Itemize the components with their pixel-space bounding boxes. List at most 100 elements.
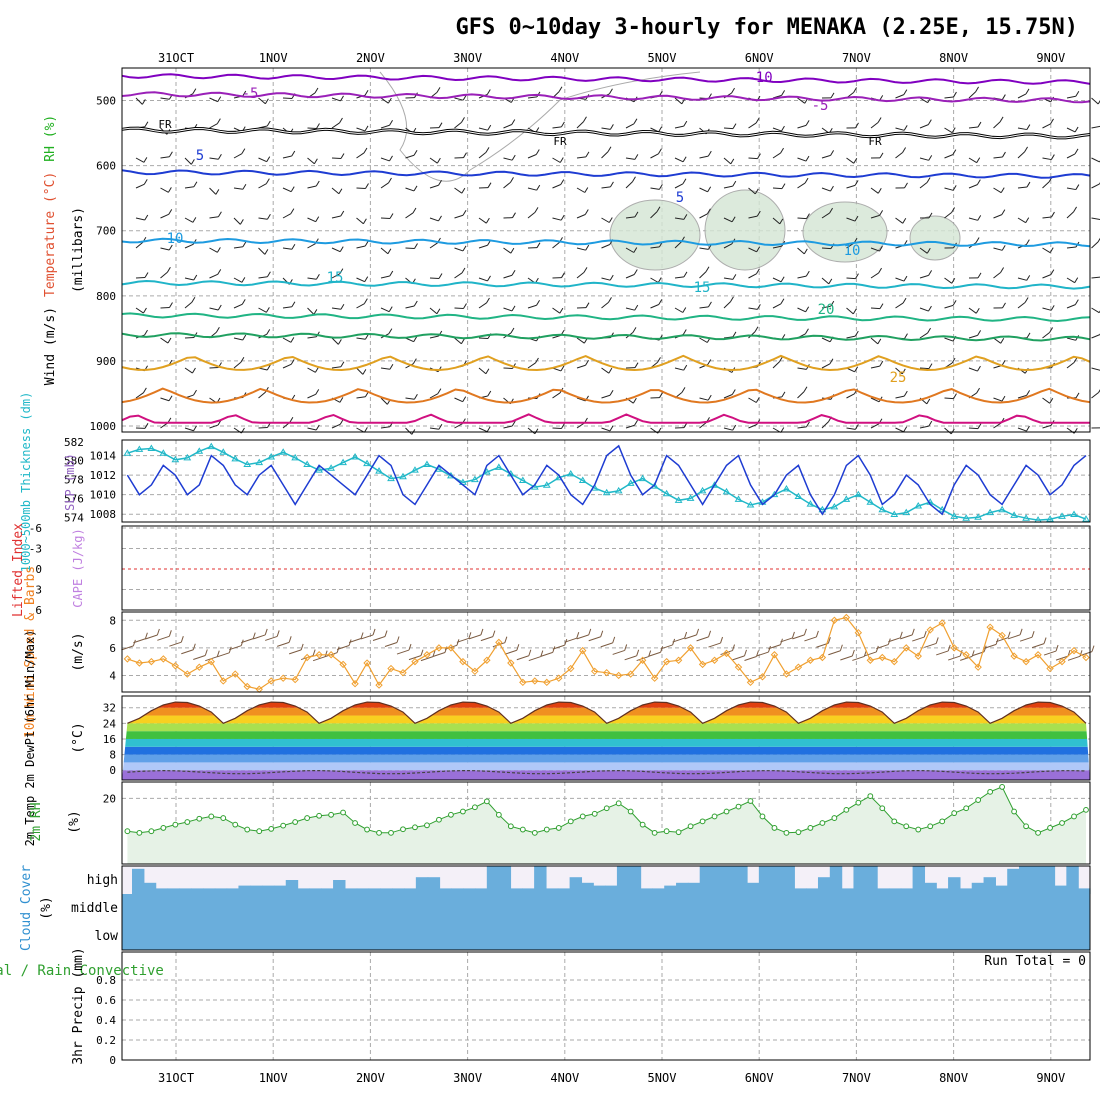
thickness-point xyxy=(375,467,383,474)
wind-barb xyxy=(192,643,196,650)
wind-barb xyxy=(460,338,465,345)
wind-barb xyxy=(821,337,831,343)
pressure-tick-label: 700 xyxy=(96,225,116,238)
wind-barb xyxy=(340,153,345,159)
wind-barb xyxy=(870,365,880,369)
cloud-high-bar xyxy=(309,888,322,894)
wind-barb xyxy=(331,187,340,195)
wind-barb xyxy=(730,296,734,303)
cloud-high-bar xyxy=(273,885,287,894)
upper-air-unit: (millibars) xyxy=(71,207,86,293)
wind-barb xyxy=(576,397,586,402)
wind-barb xyxy=(854,424,859,430)
wind-barb xyxy=(588,628,592,636)
wind-barb xyxy=(1050,305,1055,311)
wind-barb xyxy=(1017,151,1025,159)
cloud-high-bar xyxy=(1007,868,1020,894)
wind-barb xyxy=(429,307,438,315)
wind-barb xyxy=(360,634,374,640)
wind-barb xyxy=(601,277,611,281)
rh-point xyxy=(795,829,802,836)
date-label-bottom: 1NOV xyxy=(259,1071,288,1085)
contour-label: 20 xyxy=(818,302,835,318)
wind-barb xyxy=(142,387,147,394)
cloud-high-bar xyxy=(132,868,145,894)
precip-tick-label: 0.8 xyxy=(96,974,116,987)
wind-barb xyxy=(1074,126,1079,133)
wind-barb xyxy=(209,123,218,129)
thickness-point xyxy=(1010,511,1018,518)
thickness-point xyxy=(902,508,911,516)
date-label-top: 6NOV xyxy=(745,51,774,65)
wind-barb xyxy=(436,308,441,315)
wind-barb xyxy=(1042,274,1052,279)
wind-barb xyxy=(1019,628,1023,635)
wind-barb xyxy=(720,650,733,656)
wind-barb xyxy=(610,181,614,188)
wind-barb xyxy=(803,248,808,255)
wind-barb xyxy=(380,247,389,255)
wind-barb xyxy=(797,275,807,279)
wind-barb xyxy=(266,120,271,127)
wind-barb xyxy=(968,307,977,314)
wind-speed-point xyxy=(1034,651,1042,659)
wind-barb xyxy=(797,307,806,313)
wind-barb xyxy=(1042,216,1052,219)
wind-barb xyxy=(699,397,709,401)
cloud-high-bar xyxy=(605,885,618,894)
rh-point xyxy=(304,815,311,821)
wind-barb xyxy=(315,180,320,187)
cloud-high-bar xyxy=(404,888,417,894)
rh-point xyxy=(615,800,622,807)
wind-barb xyxy=(805,120,810,126)
wind-barb xyxy=(772,94,782,99)
wind-barb xyxy=(1017,217,1026,224)
wind-barb xyxy=(1075,184,1080,190)
rh-point xyxy=(963,805,970,812)
wind-barb xyxy=(1026,181,1031,188)
wind-barb xyxy=(585,302,590,308)
wind-barb xyxy=(797,182,806,189)
wind-barb xyxy=(625,307,635,311)
wind-barb xyxy=(756,651,769,657)
wind-barb xyxy=(1091,157,1100,163)
wind-barb xyxy=(380,367,390,370)
wind-barb xyxy=(528,656,541,662)
contour-label: 5 xyxy=(676,190,684,206)
rh-point xyxy=(891,818,898,825)
wind-barb xyxy=(169,302,173,308)
wind-barb xyxy=(387,248,392,255)
wind-barb xyxy=(944,154,954,159)
wind-barb xyxy=(552,157,561,163)
thickness-point xyxy=(578,476,587,484)
cloud-high-bar xyxy=(392,888,405,894)
wind-barb xyxy=(253,634,266,640)
wind-barb xyxy=(993,214,1003,219)
wind-barb xyxy=(975,308,980,314)
wind-barb xyxy=(951,127,956,133)
wind-speed-point xyxy=(387,664,395,673)
thickness-point xyxy=(351,452,359,460)
cloud-high-bar xyxy=(451,888,464,894)
rh-point xyxy=(819,820,826,826)
cloud-high-bar xyxy=(522,888,535,894)
wind-barb xyxy=(927,327,931,334)
wind-barb xyxy=(266,329,271,335)
wind-barb xyxy=(536,184,541,191)
wind-barb xyxy=(144,214,149,221)
wind-barb xyxy=(585,151,590,158)
wind-barb xyxy=(650,187,660,190)
wind-barb xyxy=(290,186,295,192)
wind-barb xyxy=(684,631,688,639)
wind-barb xyxy=(928,212,933,219)
temperature-contour xyxy=(121,387,1091,404)
cloud-ylabel: Cloud Cover xyxy=(19,865,34,951)
wind-barb xyxy=(429,335,439,339)
wind-barb xyxy=(463,152,467,158)
wind-barb xyxy=(864,651,877,657)
wind-barb xyxy=(903,275,908,282)
wind-barb xyxy=(1055,644,1059,652)
wind-barb xyxy=(241,277,246,283)
wind-speed-point xyxy=(950,644,958,652)
lifted-index-tick-label: 0 xyxy=(35,563,42,576)
